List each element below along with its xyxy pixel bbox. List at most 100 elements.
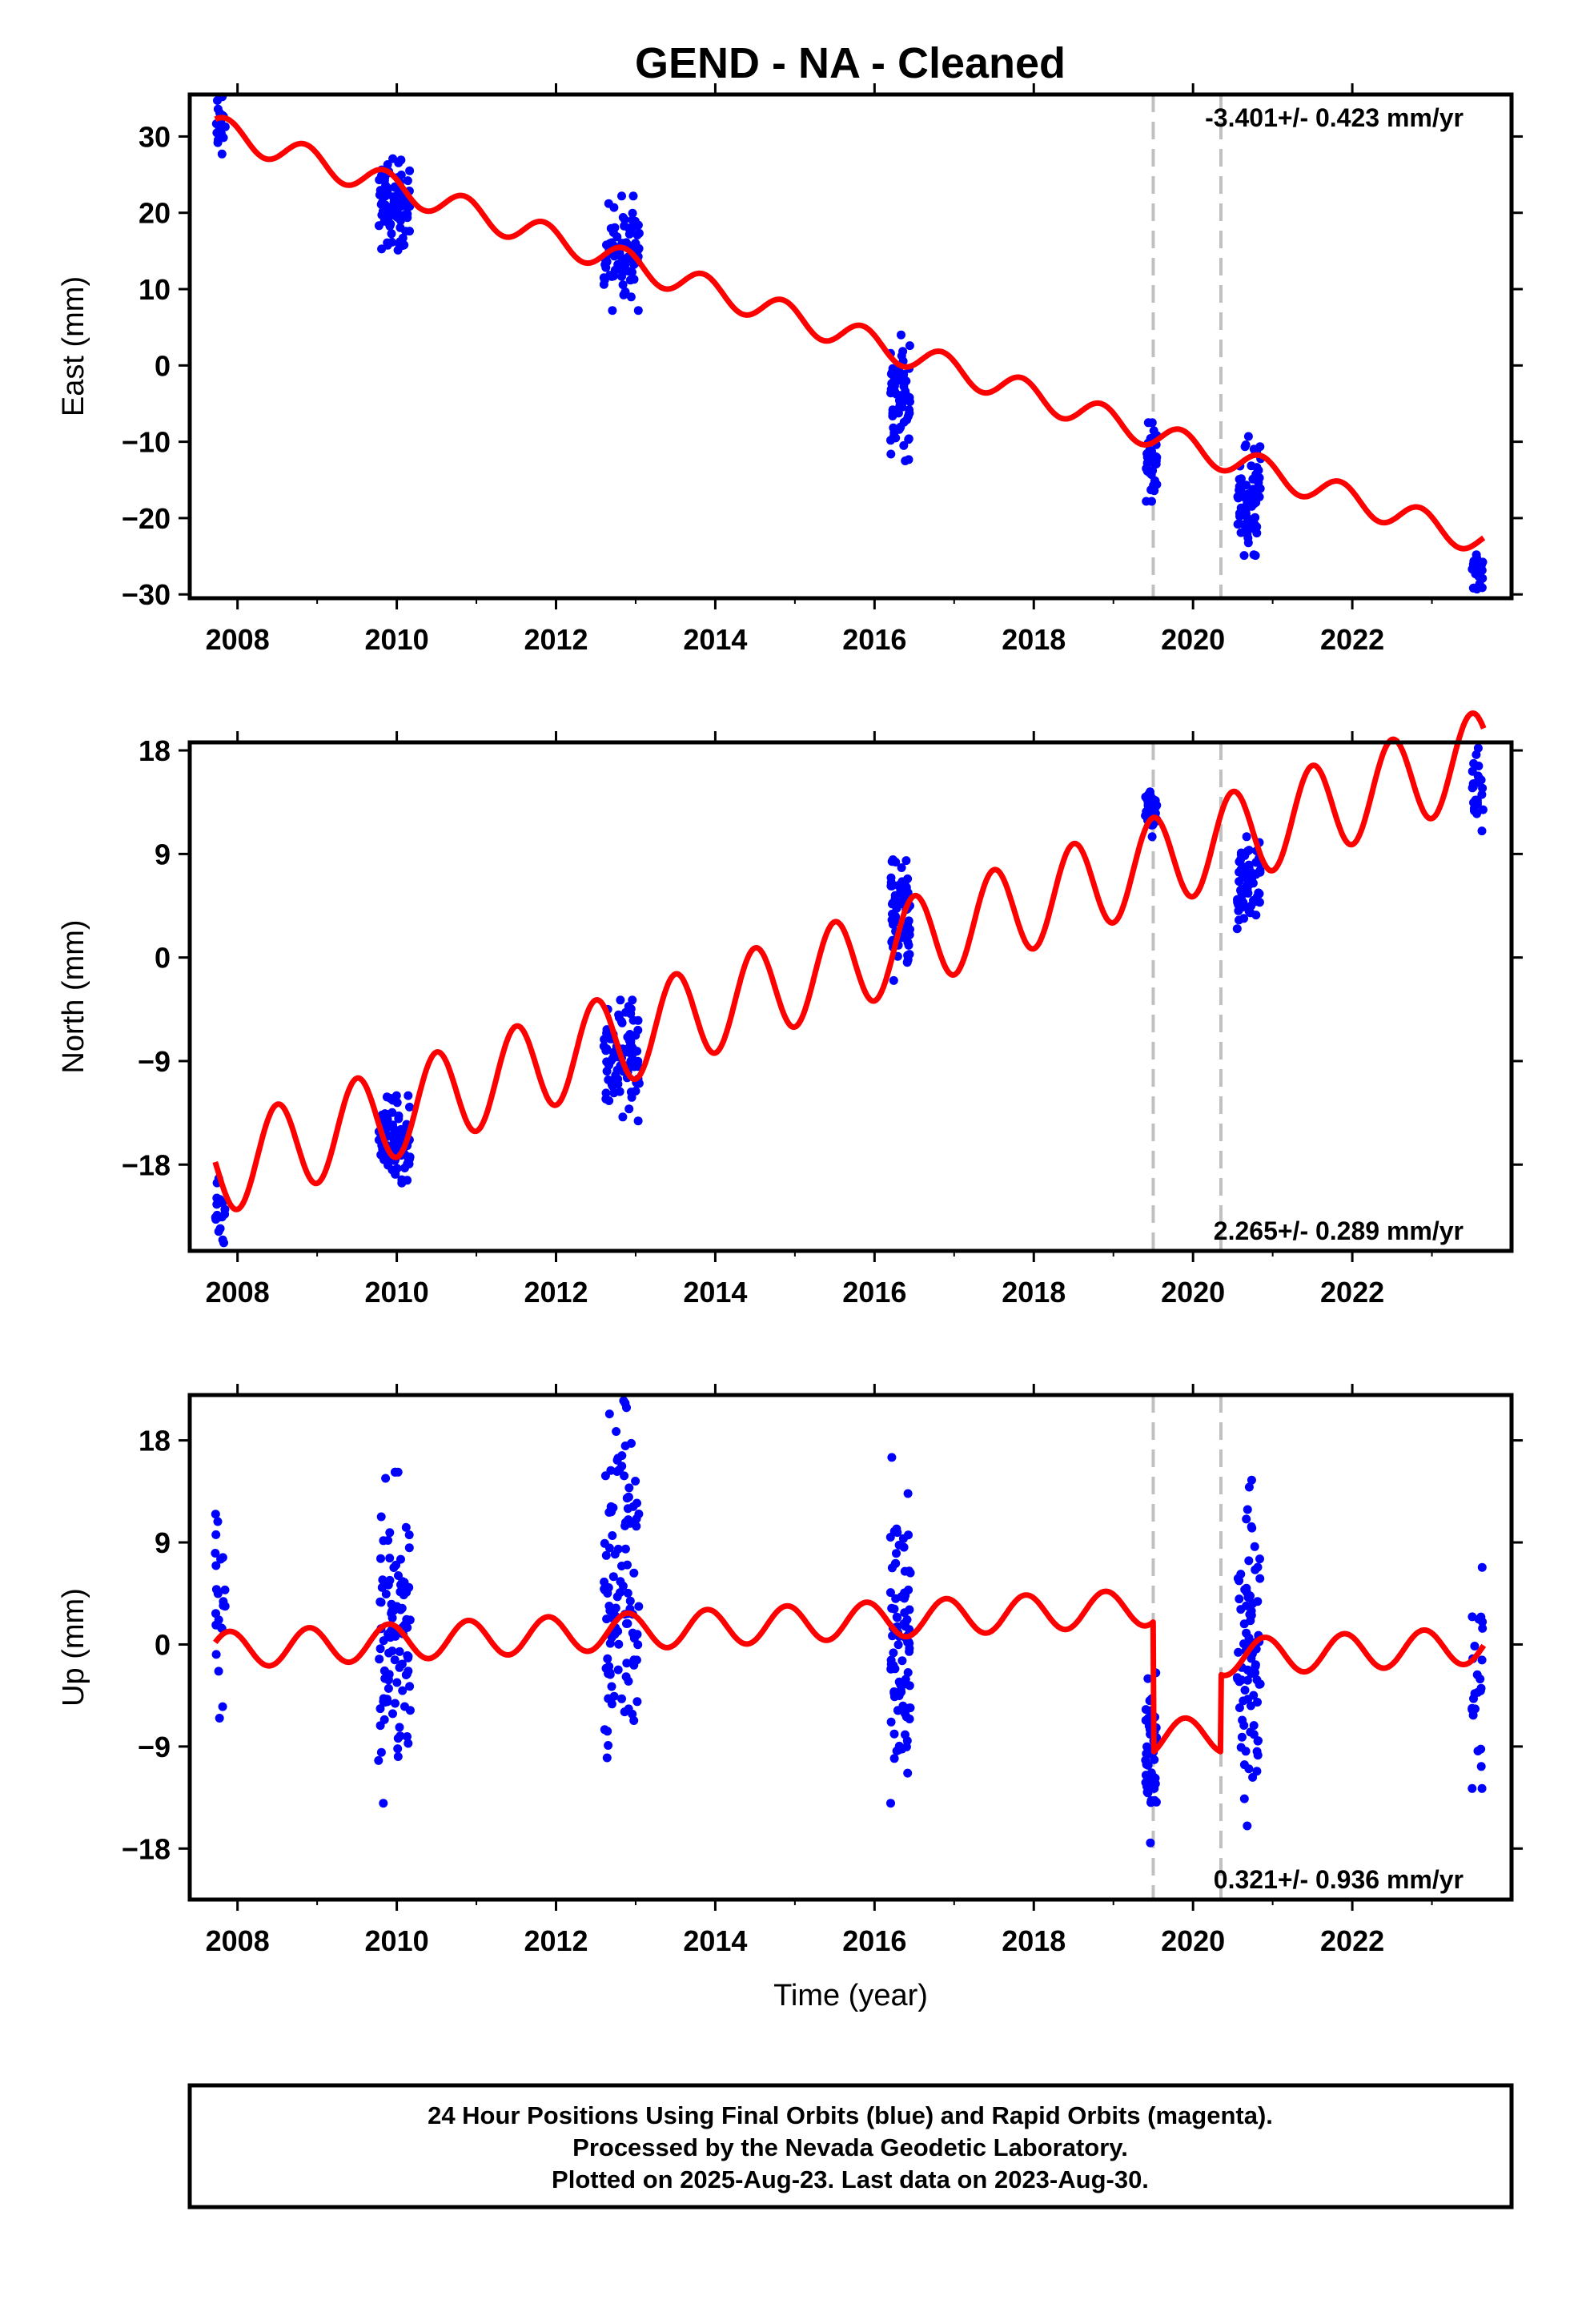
north-panel: 2008 2010 2012 2014 2016 2018 2020 2022 18 9 0 −9 −1… <box>57 710 1523 1309</box>
up-data-point <box>615 1465 624 1474</box>
east-data-point <box>1249 444 1259 454</box>
north-data-point <box>385 1093 395 1103</box>
up-data-point <box>608 1572 618 1582</box>
up-data-point <box>216 1554 226 1564</box>
footer-line-2: Processed by the Nevada Geodetic Laborat… <box>572 2133 1128 2161</box>
east-y-tick-label: 10 <box>139 273 171 306</box>
up-data-point <box>378 1575 387 1585</box>
up-data-point <box>620 1707 629 1717</box>
up-data-point <box>1150 1755 1159 1764</box>
north-data-point <box>400 1164 409 1172</box>
north-data-point <box>602 1067 612 1076</box>
north-data-point <box>616 995 625 1005</box>
north-data-point <box>383 1160 393 1170</box>
up-data-point <box>620 1441 630 1450</box>
up-data-point <box>395 1723 404 1732</box>
up-data-point <box>1143 1788 1153 1798</box>
up-data-point <box>629 1568 639 1578</box>
east-data-point <box>1243 432 1253 441</box>
up-data-point <box>1478 1623 1488 1633</box>
up-data-point <box>617 1562 626 1570</box>
up-data-point <box>393 1752 403 1761</box>
up-data-point <box>901 1618 910 1627</box>
up-data-point <box>1242 1514 1251 1524</box>
up-data-point <box>1141 1705 1150 1715</box>
up-data-point <box>901 1675 910 1684</box>
east-data-point <box>391 183 400 192</box>
up-data-point <box>1244 1482 1254 1492</box>
up-data-point <box>375 1655 384 1664</box>
north-data-point <box>633 1025 643 1035</box>
up-data-point <box>376 1598 386 1607</box>
up-data-point <box>1247 1475 1256 1485</box>
up-data-point <box>607 1633 616 1642</box>
up-data-point <box>1477 1562 1487 1572</box>
up-data-point <box>391 1631 400 1641</box>
up-data-point <box>904 1585 913 1594</box>
up-data-point <box>394 1571 403 1580</box>
east-data-point <box>1251 498 1261 507</box>
east-data-point <box>629 275 639 284</box>
east-data-point <box>605 239 615 248</box>
up-data-point <box>380 1674 390 1683</box>
north-data-point <box>1244 846 1254 855</box>
up-data-point <box>404 1739 413 1748</box>
east-data-point <box>214 135 223 145</box>
east-x-tick-label: 2014 <box>683 623 747 656</box>
up-data-point <box>613 1665 623 1675</box>
north-data-point <box>391 1130 401 1140</box>
up-data-point <box>892 1612 901 1622</box>
up-data-point <box>886 1799 895 1808</box>
up-y-axis-label: Up (mm) <box>57 1588 90 1707</box>
up-data-point <box>622 1659 632 1668</box>
north-x-tick-label: 2010 <box>365 1276 429 1309</box>
up-data-point <box>379 1715 389 1724</box>
up-data-point <box>1249 1691 1259 1700</box>
up-data-point <box>383 1683 393 1693</box>
up-data-point <box>623 1588 632 1598</box>
north-data-point <box>1235 915 1243 925</box>
east-data-point <box>1148 466 1158 476</box>
north-data-point <box>610 1074 620 1084</box>
up-data-point <box>893 1706 903 1715</box>
north-x-tick-label: 2022 <box>1320 1276 1384 1309</box>
east-data-point <box>1475 571 1484 581</box>
up-data-point <box>892 1746 901 1755</box>
east-data-point <box>888 364 897 373</box>
east-data-point <box>904 435 913 444</box>
east-x-tick-label: 2018 <box>1002 623 1066 656</box>
east-data-point <box>1235 519 1244 529</box>
north-data-point <box>1234 900 1243 910</box>
north-data-point <box>902 958 912 967</box>
up-data-point <box>898 1534 908 1543</box>
east-data-point <box>1236 503 1246 513</box>
up-data-point <box>1244 1764 1254 1774</box>
north-data-point <box>1236 848 1246 858</box>
north-data-point <box>614 1013 624 1023</box>
up-data-point <box>612 1427 621 1436</box>
east-data-point <box>1151 460 1161 468</box>
up-data-point <box>403 1732 412 1741</box>
up-data-point <box>1247 1522 1256 1531</box>
up-data-point <box>1241 1747 1251 1756</box>
up-plot-frame <box>187 1393 1514 1902</box>
up-data-point <box>1144 1713 1153 1723</box>
north-data-point <box>904 916 913 926</box>
up-data-point <box>385 1554 395 1563</box>
east-data-point <box>1242 480 1251 490</box>
up-y-tick-label: 18 <box>139 1425 171 1458</box>
north-rate-label: 2.265+/- 0.289 mm/yr <box>1214 1216 1464 1245</box>
east-data-point <box>895 391 904 400</box>
east-x-tick-label: 2010 <box>365 623 429 656</box>
east-data-point <box>620 221 629 231</box>
east-data-point <box>400 240 409 250</box>
east-data-point <box>1251 513 1260 522</box>
north-y-tick-label: 0 <box>155 942 171 975</box>
up-data-point <box>384 1648 394 1658</box>
up-data-point <box>897 1656 907 1666</box>
east-data-point <box>1235 475 1244 484</box>
up-data-point <box>402 1614 412 1624</box>
north-data-point <box>615 1087 624 1096</box>
north-data-point <box>377 1110 387 1120</box>
east-data-point <box>886 449 896 459</box>
